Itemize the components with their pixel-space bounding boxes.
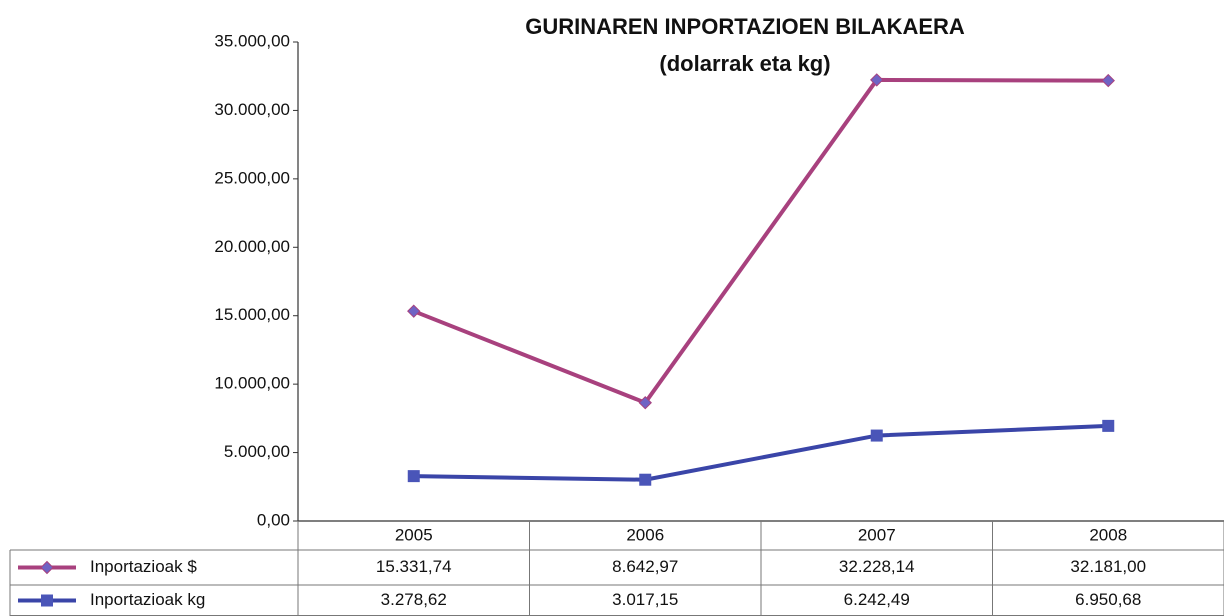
y-tick-label: 0,00 [257,510,290,529]
x-tick-label: 2008 [1089,525,1127,544]
point [1102,419,1115,432]
y-tick-label: 20.000,00 [214,237,290,256]
x-tick-label: 2007 [858,525,896,544]
y-tick-label: 35.000,00 [214,31,290,50]
x-tick-label: 2005 [395,525,433,544]
y-tick-label: 25.000,00 [214,168,290,187]
x-tick-label: 2006 [626,525,664,544]
chart-subtitle: (dolarrak eta kg) [659,51,830,76]
table-value: 8.642,97 [612,557,678,576]
point [639,473,652,486]
point [1101,73,1115,88]
series-line [413,423,1109,482]
table-value: 6.242,49 [844,590,910,609]
y-tick-label: 5.000,00 [224,442,290,461]
legend-marker [40,560,54,575]
y-tick-label: 10.000,00 [214,374,290,393]
point [870,429,883,442]
table-value: 15.331,74 [376,557,452,576]
point [870,73,884,87]
legend-label: Inportazioak $ [90,557,197,576]
table-value: 6.950,68 [1075,590,1141,609]
point [407,470,420,483]
table-value: 32.181,00 [1070,557,1146,576]
chart-title: GURINAREN INPORTAZIOEN BILAKAERA [525,14,965,39]
y-tick-label: 15.000,00 [214,305,290,324]
series-line [413,77,1109,406]
legend-marker [41,594,53,607]
table-value: 3.017,15 [612,590,678,609]
y-tick-label: 30.000,00 [214,100,290,119]
legend-label: Inportazioak kg [90,590,205,609]
table-value: 3.278,62 [381,590,447,609]
table-value: 32.228,14 [839,557,915,576]
point [638,396,652,410]
point [407,304,421,318]
